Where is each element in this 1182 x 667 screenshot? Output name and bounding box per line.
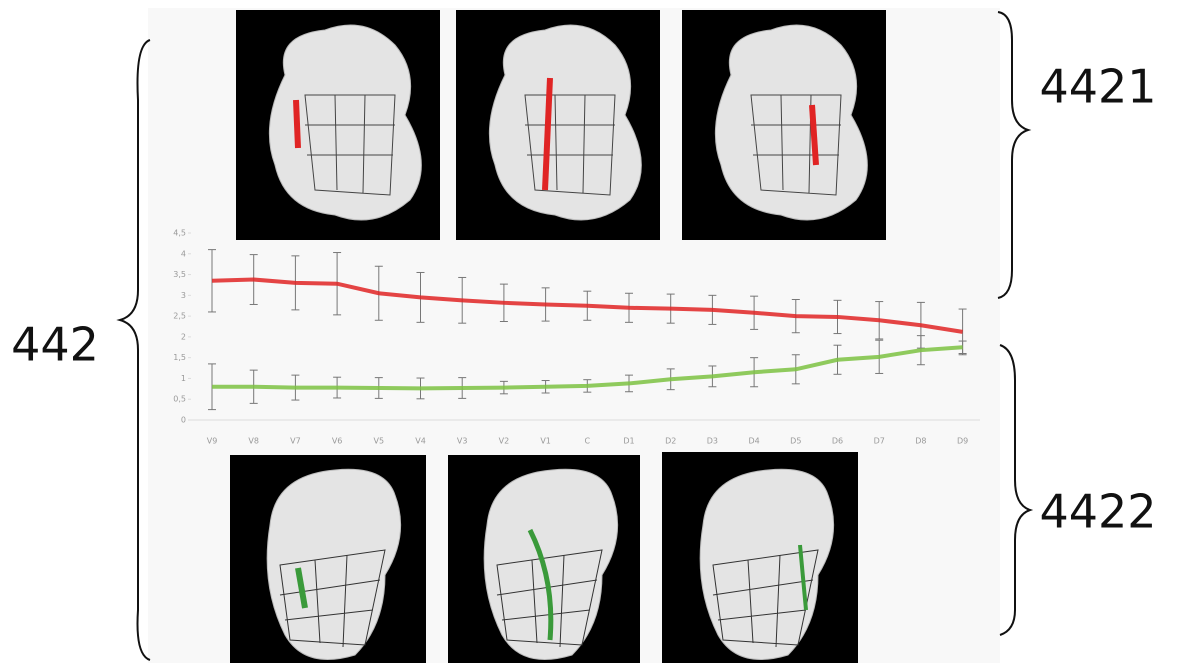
y-tick-label: 1 bbox=[181, 374, 186, 383]
x-tick-label: D7 bbox=[874, 437, 885, 446]
x-tick-label: V5 bbox=[374, 437, 385, 446]
x-tick-label: V9 bbox=[207, 437, 218, 446]
label: 4422 bbox=[1039, 485, 1156, 539]
render-image bbox=[456, 10, 660, 240]
label: 442 bbox=[11, 318, 99, 372]
y-tick-label: 2 bbox=[181, 332, 186, 341]
x-tick-label: D4 bbox=[748, 437, 759, 446]
x-tick-label: V3 bbox=[457, 437, 468, 446]
series-line bbox=[211, 277, 963, 334]
render-image bbox=[448, 455, 640, 663]
y-tick-label: 2,5 bbox=[173, 312, 186, 321]
y-tick-label: 0,5 bbox=[173, 395, 186, 404]
x-tick-label: V8 bbox=[248, 437, 259, 446]
label: 4421 bbox=[1039, 60, 1156, 114]
y-tick-label: 4,5 bbox=[173, 229, 186, 238]
brace bbox=[997, 11, 1032, 299]
y-tick-label: 3,5 bbox=[173, 270, 186, 279]
brace bbox=[116, 39, 151, 661]
y-tick-label: 1,5 bbox=[173, 353, 186, 362]
series-line bbox=[212, 345, 963, 391]
x-tick-label: V4 bbox=[415, 437, 426, 446]
x-tick-label: C bbox=[585, 437, 591, 446]
brace bbox=[999, 344, 1034, 636]
x-tick-label: D9 bbox=[957, 437, 968, 446]
x-tick-label: V1 bbox=[540, 437, 551, 446]
y-tick-label: 0 bbox=[181, 416, 186, 425]
x-tick-label: D1 bbox=[623, 437, 634, 446]
render-image bbox=[236, 10, 440, 240]
x-tick-label: D3 bbox=[707, 437, 718, 446]
x-tick-label: D5 bbox=[790, 437, 801, 446]
x-tick-label: V6 bbox=[332, 437, 343, 446]
render-image bbox=[662, 452, 858, 663]
x-tick-label: V2 bbox=[499, 437, 510, 446]
x-tick-label: D6 bbox=[832, 437, 843, 446]
render-image bbox=[230, 455, 426, 663]
x-tick-label: D2 bbox=[665, 437, 676, 446]
render-image bbox=[682, 10, 886, 240]
y-tick-label: 3 bbox=[181, 291, 186, 300]
x-tick-label: D8 bbox=[915, 437, 926, 446]
x-tick-label: V7 bbox=[290, 437, 301, 446]
y-tick-label: 4 bbox=[181, 249, 186, 258]
